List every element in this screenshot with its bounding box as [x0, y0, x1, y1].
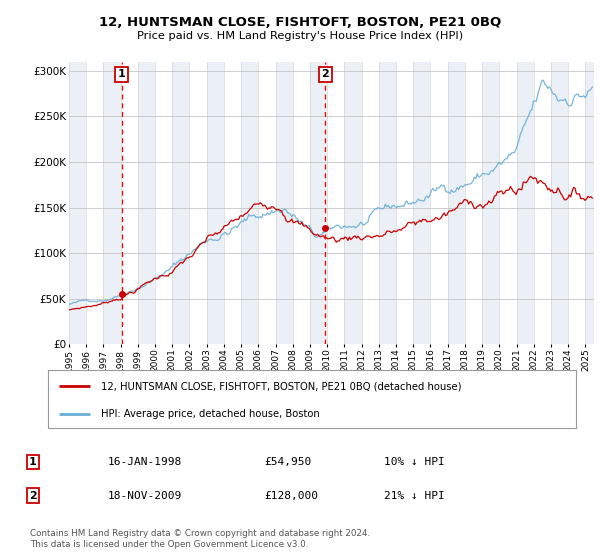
Bar — [207, 62, 224, 344]
Bar — [344, 62, 362, 344]
Text: Contains HM Land Registry data © Crown copyright and database right 2024.
This d: Contains HM Land Registry data © Crown c… — [30, 529, 370, 549]
Bar — [138, 62, 155, 344]
Bar — [275, 62, 293, 344]
Text: 2: 2 — [322, 69, 329, 80]
Bar — [379, 62, 396, 344]
Text: Price paid vs. HM Land Registry's House Price Index (HPI): Price paid vs. HM Land Registry's House … — [137, 31, 463, 41]
Bar — [103, 62, 121, 344]
Bar — [517, 62, 534, 344]
Text: 12, HUNTSMAN CLOSE, FISHTOFT, BOSTON, PE21 0BQ (detached house): 12, HUNTSMAN CLOSE, FISHTOFT, BOSTON, PE… — [101, 381, 461, 391]
Text: 1: 1 — [118, 69, 125, 80]
Text: £54,950: £54,950 — [264, 457, 311, 467]
Bar — [448, 62, 465, 344]
Text: HPI: Average price, detached house, Boston: HPI: Average price, detached house, Bost… — [101, 409, 320, 419]
Bar — [310, 62, 327, 344]
Bar — [413, 62, 430, 344]
Bar — [241, 62, 259, 344]
Text: 16-JAN-1998: 16-JAN-1998 — [108, 457, 182, 467]
Bar — [551, 62, 568, 344]
Bar — [586, 62, 594, 344]
Text: 2: 2 — [29, 491, 37, 501]
Text: 1: 1 — [29, 457, 37, 467]
Text: 10% ↓ HPI: 10% ↓ HPI — [384, 457, 445, 467]
Bar — [482, 62, 499, 344]
Bar — [172, 62, 190, 344]
Text: 21% ↓ HPI: 21% ↓ HPI — [384, 491, 445, 501]
Text: £128,000: £128,000 — [264, 491, 318, 501]
Text: 12, HUNTSMAN CLOSE, FISHTOFT, BOSTON, PE21 0BQ: 12, HUNTSMAN CLOSE, FISHTOFT, BOSTON, PE… — [99, 16, 501, 29]
Bar — [69, 62, 86, 344]
Text: 18-NOV-2009: 18-NOV-2009 — [108, 491, 182, 501]
